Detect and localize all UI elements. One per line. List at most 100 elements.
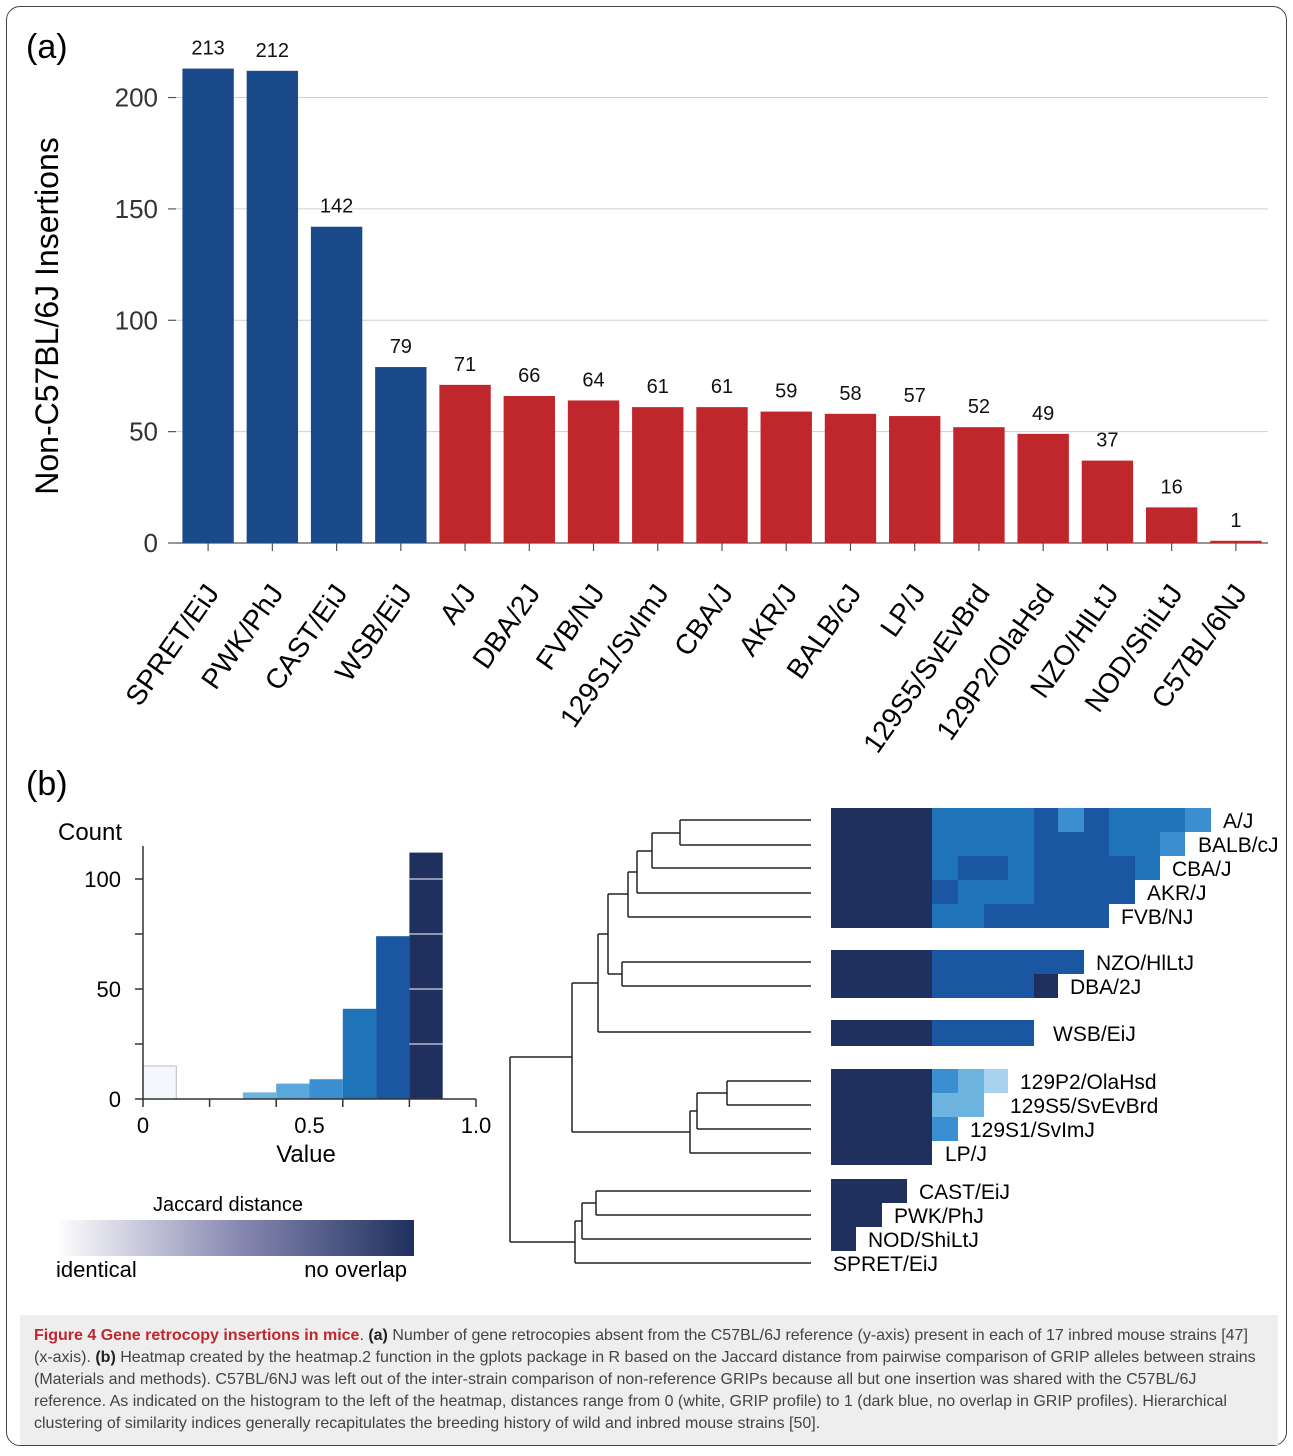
bar-a-j <box>439 384 491 543</box>
bar-nod-shiltj <box>1145 507 1198 543</box>
heatmap-cell <box>831 808 932 832</box>
heatmap-cell <box>831 1069 932 1093</box>
heatmap-row-label-akr-j: AKR/J <box>1147 882 1207 905</box>
heatmap-cell <box>831 1093 932 1117</box>
bar-fvb-nj <box>567 400 620 543</box>
histogram-y-tick-label: 0 <box>109 1087 121 1112</box>
histogram-bar <box>242 1092 277 1099</box>
histogram-bar <box>342 1008 377 1099</box>
panel-b-label: (b) <box>26 765 68 803</box>
heatmap-cell <box>831 1141 932 1165</box>
heatmap-cell <box>932 856 958 880</box>
value-label-a-j: 71 <box>454 354 476 376</box>
bar-spret-eij <box>182 68 234 543</box>
histogram-x-tick-label: 0.5 <box>294 1113 325 1138</box>
heatmap-row-label-129s5-svevbrd: 129S5/SvEvBrd <box>1010 1095 1158 1118</box>
heatmap-cell <box>831 974 932 998</box>
heatmap-cell <box>932 950 1084 974</box>
histogram-axes: 0 50 100 0 0.5 1.0 <box>84 846 491 1138</box>
heatmap-cell <box>831 1117 932 1141</box>
bar-c57bl-6nj <box>1210 540 1262 543</box>
bar-129s1-svimj <box>632 407 684 543</box>
heatmap-cell <box>831 1227 856 1251</box>
heatmap-cell <box>1084 808 1109 832</box>
histogram-jaccard: Count Value 0 50 100 0 0.5 1.0 <box>58 819 491 1168</box>
value-label-pwk-phj: 212 <box>256 40 289 62</box>
heatmap-cell <box>932 1069 958 1093</box>
value-label-cast-eij: 142 <box>320 196 353 218</box>
caption-b-label: (b) <box>95 1349 116 1366</box>
bar-chart-bars <box>182 68 1262 544</box>
heatmap-cell <box>932 808 1034 832</box>
heatmap-cell <box>1034 856 1135 880</box>
histogram-bar <box>309 1079 343 1099</box>
heatmap-row-label-wsb-eij: WSB/EiJ <box>1053 1023 1136 1046</box>
histogram-bar <box>142 1065 177 1100</box>
heatmap-cell <box>831 832 932 856</box>
category-label-lp-j: LP/J <box>874 579 932 643</box>
heatmap-cell <box>932 880 958 904</box>
bar-129p2-olahsd <box>1017 433 1069 543</box>
heatmap-row-label-dba-2j: DBA/2J <box>1070 976 1141 999</box>
value-label-dba-2j: 66 <box>518 365 540 387</box>
heatmap-cell <box>831 1203 882 1227</box>
color-key-low-label: identical <box>56 1257 137 1282</box>
heatmap-row-label-lp-j: LP/J <box>945 1143 987 1166</box>
heatmap-cell <box>831 904 932 928</box>
heatmap-row-label-spret-eij: SPRET/EiJ <box>833 1253 938 1276</box>
dendrogram <box>509 819 811 1264</box>
y-tick-label: 0 <box>144 528 158 558</box>
histogram-count-label: Count <box>58 819 122 846</box>
value-label-balb-cj: 58 <box>839 383 861 405</box>
bar-cba-j <box>696 407 748 543</box>
heatmap-cell <box>932 1093 984 1117</box>
heatmap-cell <box>958 880 1034 904</box>
value-label-129s1-svimj: 61 <box>647 376 669 398</box>
heatmap-cell <box>1034 880 1135 904</box>
category-label-cba-j: CBA/J <box>668 579 739 662</box>
heatmap-cell <box>1109 808 1185 832</box>
histogram-bars <box>142 852 443 1100</box>
heatmap-cell <box>831 880 932 904</box>
value-label-129s5-svevbrd: 52 <box>968 396 990 418</box>
y-tick-label: 100 <box>115 305 158 335</box>
heatmap-cell <box>1034 808 1058 832</box>
color-key: Jaccard distance identical no overlap <box>56 1194 414 1282</box>
value-label-nod-shiltj: 16 <box>1161 476 1183 498</box>
y-tick-label: 50 <box>129 417 158 447</box>
histogram-y-tick-label: 100 <box>84 867 121 892</box>
histogram-y-tick-label: 50 <box>97 977 121 1002</box>
value-label-lp-j: 57 <box>904 385 926 407</box>
caption-title: Gene retrocopy insertions in mice <box>100 1327 360 1344</box>
heatmap-cell <box>932 974 1034 998</box>
bar-pwk-phj <box>246 70 299 544</box>
heatmap-cell <box>1135 856 1160 880</box>
histogram-bar <box>276 1083 310 1099</box>
bar-lp-j <box>889 416 941 543</box>
value-label-wsb-eij: 79 <box>390 336 412 358</box>
heatmap-cell <box>831 950 932 974</box>
value-label-129p2-olahsd: 49 <box>1032 403 1054 425</box>
heatmap <box>831 808 1211 1251</box>
histogram-x-axis-label: Value <box>276 1141 336 1168</box>
value-label-c57bl-6nj: 1 <box>1230 510 1241 532</box>
color-key-high-label: no overlap <box>304 1257 407 1282</box>
histogram-bar <box>376 936 410 1099</box>
heatmap-row-label-a-j: A/J <box>1223 810 1253 833</box>
heatmap-row-label-fvb-nj: FVB/NJ <box>1121 906 1193 929</box>
heatmap-row-label-129p2-olahsd: 129P2/OlaHsd <box>1020 1071 1157 1094</box>
heatmap-cell <box>932 832 1034 856</box>
figure-frame <box>6 6 1287 1446</box>
heatmap-cell <box>1109 832 1160 856</box>
caption-b-text: Heatmap created by the heatmap.2 functio… <box>34 1349 1256 1432</box>
bar-akr-j <box>760 411 812 543</box>
heatmap-cell <box>831 1020 932 1046</box>
color-key-gradient <box>56 1220 414 1256</box>
caption-a-text: Number of gene retrocopies absent from t… <box>34 1327 1248 1366</box>
bar-dba-2j <box>503 396 555 543</box>
heatmap-cell <box>1008 856 1034 880</box>
heatmap-row-label-nod-shiltj: NOD/ShiLtJ <box>868 1229 979 1252</box>
bar-129s5-svevbrd <box>953 427 1005 543</box>
